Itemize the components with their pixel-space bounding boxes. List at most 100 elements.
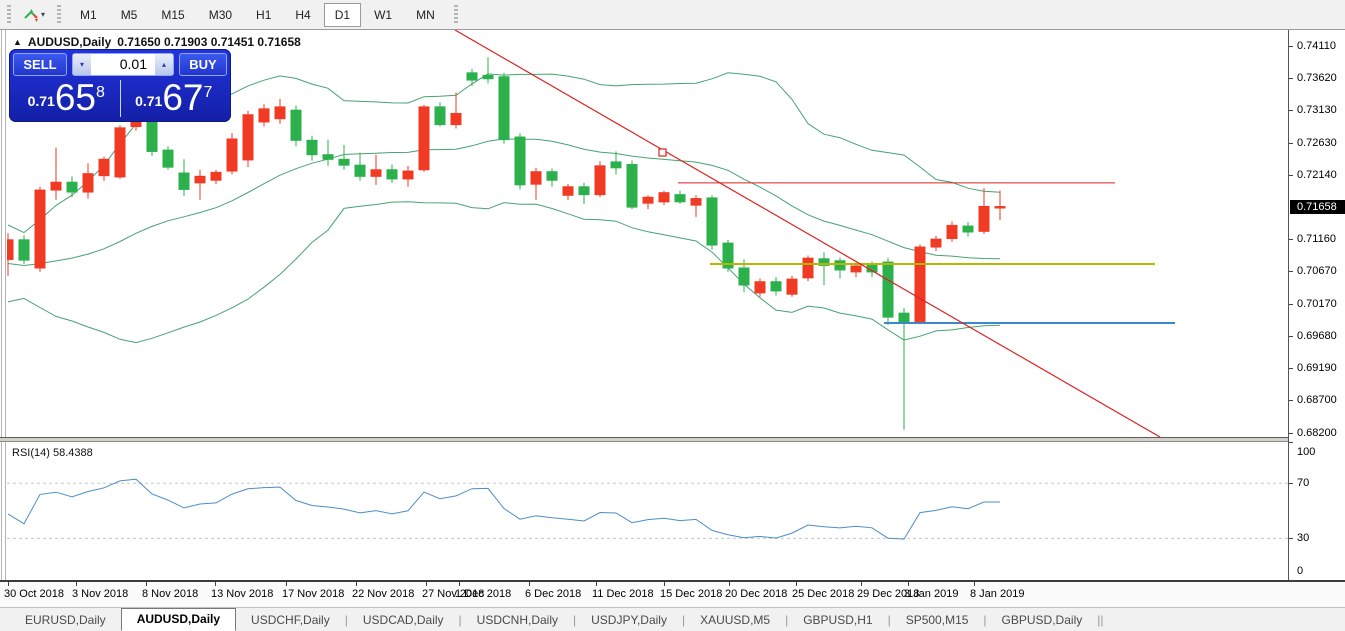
timeframe-button-h1[interactable]: H1 <box>256 7 272 22</box>
timeframe-toolbar: ▾ M1 M5 M15 M30 H1 H4 D1 W1 MN <box>0 0 1345 30</box>
timeframe-button-w1[interactable]: W1 <box>374 7 393 22</box>
timeframe-buttons: M1 M5 M15 M30 H1 H4 D1 W1 MN <box>68 2 447 27</box>
toolbar-grip[interactable] <box>57 4 62 25</box>
chart-tab-gbpusd[interactable]: GBPUSD,Daily <box>1001 613 1083 627</box>
pane-splitter[interactable] <box>0 437 1345 442</box>
time-axis-tick <box>215 582 216 586</box>
chart-tab-bar: EURUSD,Daily AUDUSD,Daily USDCHF,Daily | USD… <box>0 607 1345 631</box>
rsi-axis-label: 70 <box>1297 477 1310 490</box>
time-axis-label: 8 Nov 2018 <box>142 588 199 600</box>
rsi-levels <box>7 482 1288 539</box>
trendline[interactable] <box>454 30 1161 437</box>
collapse-chart-icon[interactable]: ▲ <box>13 37 22 47</box>
timeframe-button-mn[interactable]: MN <box>416 7 435 22</box>
rsi-axis-label: 100 <box>1297 446 1316 458</box>
chart-tab-usdjpy[interactable]: USDJPY,Daily <box>591 613 667 627</box>
rsi-value: 58.4388 <box>52 447 93 459</box>
current-price-tag: 0.71658 <box>1290 199 1345 214</box>
price-axis-label: 0.69190 <box>1297 362 1337 375</box>
time-axis-label: 15 Dec 2018 <box>660 588 723 600</box>
rsi-label: RSI(14) 58.4388 <box>12 447 93 459</box>
time-axis-tick <box>974 582 975 586</box>
time-axis-label: 27 Nov 2018 <box>422 588 485 600</box>
time-axis-label: 3 Jan 2019 <box>904 588 959 600</box>
time-axis-label: 29 Dec 2018 <box>857 588 920 600</box>
main-chart-canvas[interactable] <box>7 30 1288 437</box>
time-axis-label: 11 Dec 2018 <box>592 588 654 600</box>
sell-price-pip: 8 <box>96 84 105 101</box>
buy-price[interactable]: 0.71 67 7 <box>121 78 228 119</box>
trade-panel-controls: SELL ▾ 0.01 ▴ BUY <box>13 53 227 76</box>
time-axis-label: 1 Dec 2018 <box>455 588 512 600</box>
chart-symbol-label: AUDUSD,Daily <box>27 35 112 49</box>
rsi-chart-canvas[interactable] <box>7 442 1288 580</box>
toolbar-grip[interactable] <box>453 4 458 25</box>
tab-separator: | <box>344 613 348 627</box>
timeframe-button-m15[interactable]: M15 <box>161 7 185 22</box>
rsi-line <box>7 478 1000 540</box>
tab-separator: | <box>785 613 789 627</box>
price-divider <box>119 80 121 117</box>
volume-decrease-button[interactable]: ▾ <box>73 54 91 75</box>
timeframe-button-h4[interactable]: H4 <box>295 7 311 22</box>
rsi-axis-label: 30 <box>1297 532 1310 545</box>
timeframe-button-d1[interactable]: D1 <box>323 2 362 27</box>
chart-tab-eurusd[interactable]: EURUSD,Daily <box>25 613 106 627</box>
rsi-name: RSI(14) <box>12 447 50 459</box>
rsi-indicator-pane[interactable]: RSI(14) 58.4388 <box>7 442 1288 580</box>
sell-button[interactable]: SELL <box>13 53 67 76</box>
price-axis-tick <box>1289 239 1293 241</box>
drawing-objects <box>454 30 1175 437</box>
volume-increase-button[interactable]: ▴ <box>155 54 173 75</box>
chart-tab-usdcad[interactable]: USDCAD,Daily <box>362 613 444 627</box>
price-axis-label: 0.68200 <box>1297 427 1337 439</box>
price-axis-label: 0.73130 <box>1297 104 1337 117</box>
chart-tab-gbpusd[interactable]: GBPUSD,H1 <box>803 613 873 627</box>
timeframe-button-m1[interactable]: M1 <box>80 7 97 22</box>
toolbar-grip[interactable] <box>7 4 11 25</box>
price-axis-label: 0.69680 <box>1297 330 1337 343</box>
chart-bottom-border <box>0 580 1345 582</box>
dropdown-caret-icon: ▾ <box>41 10 46 19</box>
price-axis[interactable]: 0.71658 0.74110 0.73620 0.73130 0.72630 0.72… <box>1288 30 1345 581</box>
price-axis-label: 0.70670 <box>1297 265 1337 278</box>
trendline-handle[interactable] <box>658 148 667 157</box>
rsi-axis-tick <box>1289 483 1293 485</box>
time-axis[interactable]: 30 Oct 2018 3 Nov 2018 8 Nov 2018 13 Nov 20… <box>0 582 1345 607</box>
chart-ohlc-label: 0.71650 0.71903 0.71451 0.71658 <box>117 35 301 49</box>
sell-price[interactable]: 0.71 65 8 <box>13 78 120 119</box>
tab-separator: | <box>983 613 987 627</box>
buy-price-main: 67 <box>162 76 204 118</box>
time-axis-label: 17 Nov 2018 <box>282 588 345 600</box>
chart-tab-usdcnh[interactable]: USDCNH,Daily <box>476 613 559 627</box>
time-axis-tick <box>459 582 460 586</box>
time-axis-label: 3 Nov 2018 <box>72 588 129 600</box>
buy-price-pip: 7 <box>203 84 213 101</box>
time-axis-label: 8 Jan 2019 <box>970 588 1025 600</box>
window-frame-line <box>5 30 6 580</box>
price-axis-tick <box>1289 46 1293 47</box>
time-axis-tick <box>596 582 597 586</box>
timeframe-button-m30[interactable]: M30 <box>208 7 233 22</box>
tab-separator: | <box>1100 613 1104 627</box>
price-chart-pane[interactable]: ▲ AUDUSD,Daily 0.71650 0.71903 0.71451 0… <box>7 30 1288 437</box>
buy-button[interactable]: BUY <box>179 53 227 76</box>
time-axis-tick <box>286 582 287 586</box>
time-axis-tick <box>796 582 797 586</box>
time-axis-tick <box>861 582 862 586</box>
rsi-axis-tick <box>1289 579 1293 581</box>
timeframe-button-m5[interactable]: M5 <box>120 7 138 22</box>
price-axis-tick <box>1289 433 1293 434</box>
chart-tools-button[interactable]: ▾ <box>18 3 50 27</box>
chart-tab-xauusd[interactable]: XAUUSD,M5 <box>700 613 771 627</box>
buy-price-prefix: 0.71 <box>135 93 163 109</box>
sell-price-prefix: 0.71 <box>27 93 55 109</box>
volume-input[interactable]: 0.01 <box>91 54 155 75</box>
tab-separator: | <box>458 613 462 627</box>
chart-tab-audusd[interactable]: AUDUSD,Daily <box>120 608 237 631</box>
price-axis-label: 0.70170 <box>1297 298 1337 310</box>
chart-tab-sp500[interactable]: SP500,M15 <box>905 613 969 627</box>
time-axis-label: 20 Dec 2018 <box>725 588 788 600</box>
chart-tab-usdchf[interactable]: USDCHF,Daily <box>251 613 330 627</box>
price-axis-label: 0.68700 <box>1297 394 1337 407</box>
